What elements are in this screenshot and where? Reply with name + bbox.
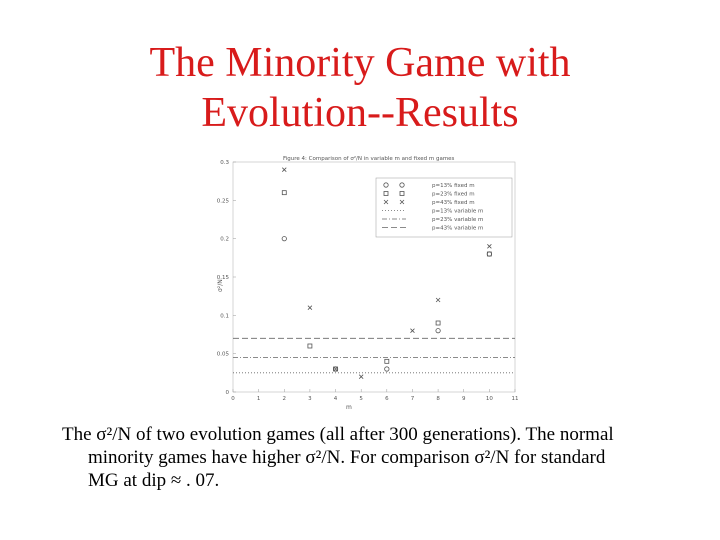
legend-swatch-b-2 <box>399 199 405 205</box>
y-tick-label: 0.2 <box>220 237 229 243</box>
caption-line-3: MG at dip ≈ . 07. <box>88 470 220 491</box>
y-tick-label: 0.25 <box>217 198 230 204</box>
reference-lines <box>233 337 515 374</box>
y-axis-label: σ²/N <box>217 279 224 292</box>
legend-swatch-b-1 <box>399 191 405 196</box>
legend-label-3: p=13% variable m <box>432 209 483 215</box>
data-point-s1-4 <box>435 320 441 326</box>
legend-label-4: p=23% variable m <box>432 217 483 223</box>
y-tick-label: 0.3 <box>220 160 229 166</box>
axis-ticks: 0 1 2 3 4 5 6 7 8 9 10 11 0 0.05 0.1 0.15 0.2 0.25 0.3 <box>217 160 519 402</box>
data-point-s2-1 <box>307 305 313 310</box>
slide-title: The Minority Game with Evolution--Result… <box>60 38 660 138</box>
x-tick-label: 5 <box>359 396 363 402</box>
data-point-s1-3 <box>384 358 390 364</box>
y-tick-label: 0.15 <box>217 275 230 281</box>
data-point-s0-2 <box>384 366 390 372</box>
comparison-figure: Figure 4: Comparison of σ²/N in variable… <box>200 150 535 412</box>
slide-title-line-1: The Minority Game with <box>149 40 571 86</box>
data-point-s1-5 <box>486 251 492 257</box>
x-tick-label: 3 <box>308 396 312 402</box>
x-tick-label: 4 <box>334 396 338 402</box>
x-tick-label: 1 <box>257 396 261 402</box>
chart-svg: Figure 4: Comparison of σ²/N in variable… <box>217 155 519 411</box>
x-tick-label: 9 <box>462 396 466 402</box>
y-tick-label: 0 <box>226 390 230 396</box>
legend-label-0: p=13% fixed m <box>432 183 475 189</box>
data-point-s2-2 <box>333 366 338 372</box>
slide-title-line-2: Evolution--Results <box>201 90 519 136</box>
data-point-s1-2 <box>333 366 338 372</box>
y-tick-label: 0.05 <box>217 352 230 358</box>
data-points <box>281 167 492 379</box>
chart-title: Figure 4: Comparison of σ²/N in variable… <box>283 155 455 162</box>
data-point-s2-5 <box>435 297 441 303</box>
data-point-s1-1 <box>307 343 313 349</box>
data-point-s2-0 <box>281 167 287 172</box>
data-point-s2-4 <box>410 328 415 333</box>
legend-label-5: p=43% variable m <box>432 226 483 232</box>
x-tick-label: 7 <box>411 396 415 402</box>
data-point-s2-3 <box>358 374 364 379</box>
x-tick-label: 11 <box>512 396 519 402</box>
legend-box <box>375 177 513 238</box>
data-point-s0-3 <box>435 328 441 334</box>
legend-swatch-b-0 <box>399 182 405 188</box>
legend-label-1: p=23% fixed m <box>432 192 475 198</box>
caption-line-2: minority games have higher σ²/N. For com… <box>88 447 606 468</box>
legend-label-2: p=43% fixed m <box>432 200 475 206</box>
x-axis-label: m <box>346 404 352 411</box>
x-tick-label: 6 <box>385 396 389 402</box>
data-point-s2-6 <box>487 244 492 249</box>
data-point-s0-4 <box>486 251 492 257</box>
data-point-s0-0 <box>281 236 287 242</box>
caption-line-1: The σ²/N of two evolution games (all aft… <box>62 424 614 445</box>
data-point-s1-0 <box>281 190 287 196</box>
x-tick-label: 10 <box>486 396 493 402</box>
slide-caption: The σ²/N of two evolution games (all aft… <box>62 423 672 492</box>
legend-swatch-1 <box>383 191 389 196</box>
x-tick-label: 0 <box>231 396 235 402</box>
x-tick-label: 2 <box>283 396 287 402</box>
y-tick-label: 0.1 <box>220 313 229 319</box>
legend-swatch-0 <box>383 182 389 188</box>
legend: p=13% fixed m p=23% fixed m p=43% fixed m p… <box>375 177 513 238</box>
x-tick-label: 8 <box>436 396 440 402</box>
legend-swatch-2 <box>383 199 389 205</box>
